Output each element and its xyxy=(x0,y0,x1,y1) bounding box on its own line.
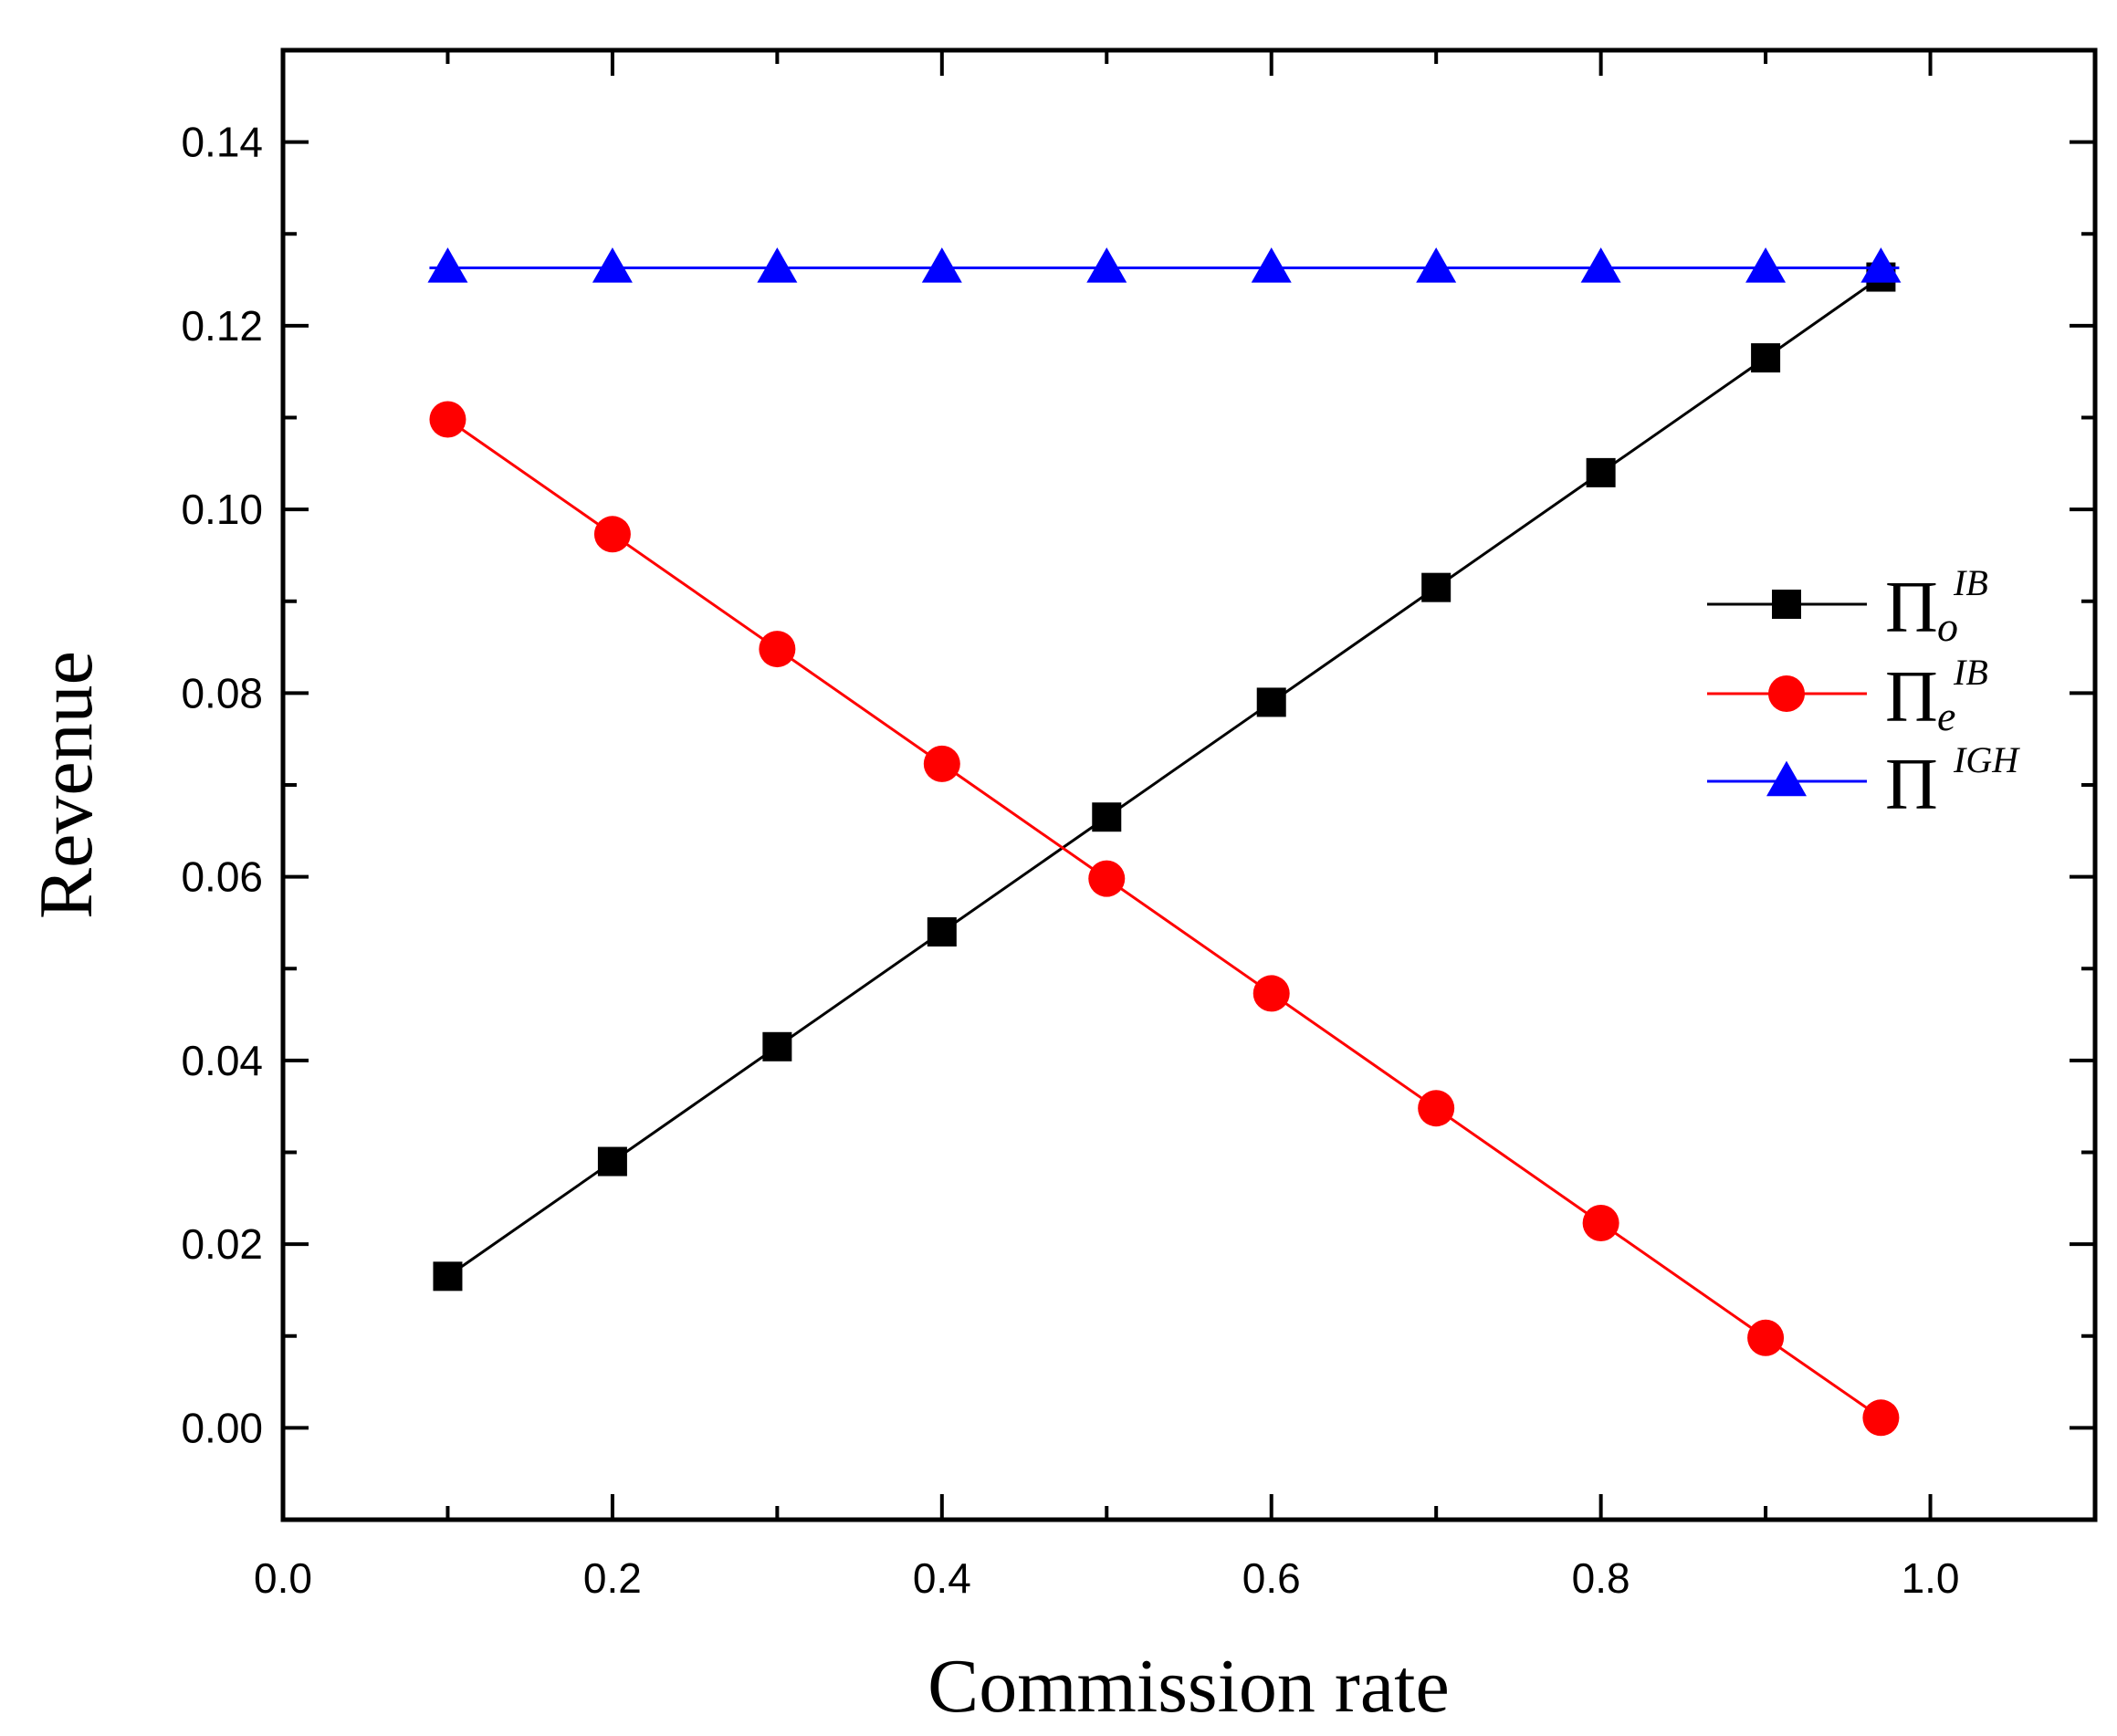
data-point-square xyxy=(433,1261,463,1292)
data-point-triangle xyxy=(1251,247,1292,283)
data-point-square xyxy=(1256,687,1286,717)
x-tick-label: 0.6 xyxy=(1242,1554,1301,1602)
y-axis-ticks: 0.00 0.02 0.04 0.06 0.08 0.10 0.12 0.14 xyxy=(181,119,2095,1522)
data-point-triangle xyxy=(1745,247,1787,283)
plot-area-frame xyxy=(280,47,2098,1522)
series-square-group xyxy=(433,262,1896,1292)
y-tick-label: 0.14 xyxy=(181,119,263,166)
data-point-square xyxy=(1092,802,1122,832)
legend-superscript: IGH xyxy=(1953,739,2020,780)
y-tick-label: 0.06 xyxy=(181,853,263,901)
x-tick-label: 0.0 xyxy=(254,1554,312,1602)
y-tick-label: 0.12 xyxy=(181,302,263,350)
data-point-triangle xyxy=(921,247,962,283)
data-point-triangle xyxy=(427,247,468,283)
y-tick-label: 0.08 xyxy=(181,669,263,716)
data-point-circle xyxy=(1747,1319,1785,1356)
y-tick-label: 0.04 xyxy=(181,1037,263,1084)
x-tick-label: 0.4 xyxy=(913,1554,971,1602)
data-point-square xyxy=(597,1146,627,1177)
data-point-circle xyxy=(923,745,960,782)
data-point-circle xyxy=(429,401,466,438)
series-line-circle xyxy=(446,418,1882,1419)
series-circle-group xyxy=(429,401,1900,1437)
y-axis-title: Revenue xyxy=(24,651,109,919)
x-tick-label: 0.2 xyxy=(583,1554,642,1602)
data-point-triangle xyxy=(757,247,798,283)
data-point-circle xyxy=(1252,975,1290,1012)
series-layer xyxy=(427,247,1902,1437)
data-point-square xyxy=(1421,572,1452,602)
data-point-circle xyxy=(593,516,631,553)
legend-superscript: IB xyxy=(1953,562,1988,603)
data-point-square xyxy=(1751,343,1781,373)
data-point-circle xyxy=(1862,1399,1900,1437)
data-point-circle xyxy=(1088,860,1126,897)
x-tick-label: 1.0 xyxy=(1902,1554,1960,1602)
data-point-circle xyxy=(1582,1204,1619,1241)
data-point-square xyxy=(1586,457,1616,487)
data-point-triangle xyxy=(1580,247,1621,283)
series-line-square xyxy=(446,276,1882,1278)
data-point-triangle xyxy=(1086,247,1127,283)
legend-symbol: Π xyxy=(1885,568,1938,648)
data-point-square xyxy=(762,1031,792,1061)
y-tick-label: 0.00 xyxy=(181,1404,263,1451)
y-tick-label: 0.10 xyxy=(181,486,263,533)
y-tick-label: 0.02 xyxy=(181,1220,263,1268)
data-point-triangle xyxy=(592,247,633,283)
x-axis-title: Commission rate xyxy=(927,1644,1450,1729)
legend-marker-triangle xyxy=(1766,760,1807,797)
legend-marker-circle xyxy=(1768,675,1805,712)
series-triangle-group xyxy=(427,247,1902,283)
legend-superscript: IB xyxy=(1953,652,1988,693)
legend-marker-square xyxy=(1772,590,1801,619)
data-point-circle xyxy=(1418,1090,1455,1127)
legend-symbol: Π xyxy=(1885,745,1938,825)
data-point-triangle xyxy=(1416,247,1457,283)
x-tick-label: 0.8 xyxy=(1572,1554,1630,1602)
legend-subscript: e xyxy=(1937,693,1955,739)
data-point-square xyxy=(927,917,957,946)
data-point-circle xyxy=(759,631,796,668)
x-axis-ticks: 0.0 0.2 0.4 0.6 0.8 1.0 xyxy=(254,50,2097,1602)
legend-subscript: o xyxy=(1937,603,1958,650)
legend-symbol: Π xyxy=(1885,657,1938,737)
data-point-triangle xyxy=(1860,247,1902,283)
